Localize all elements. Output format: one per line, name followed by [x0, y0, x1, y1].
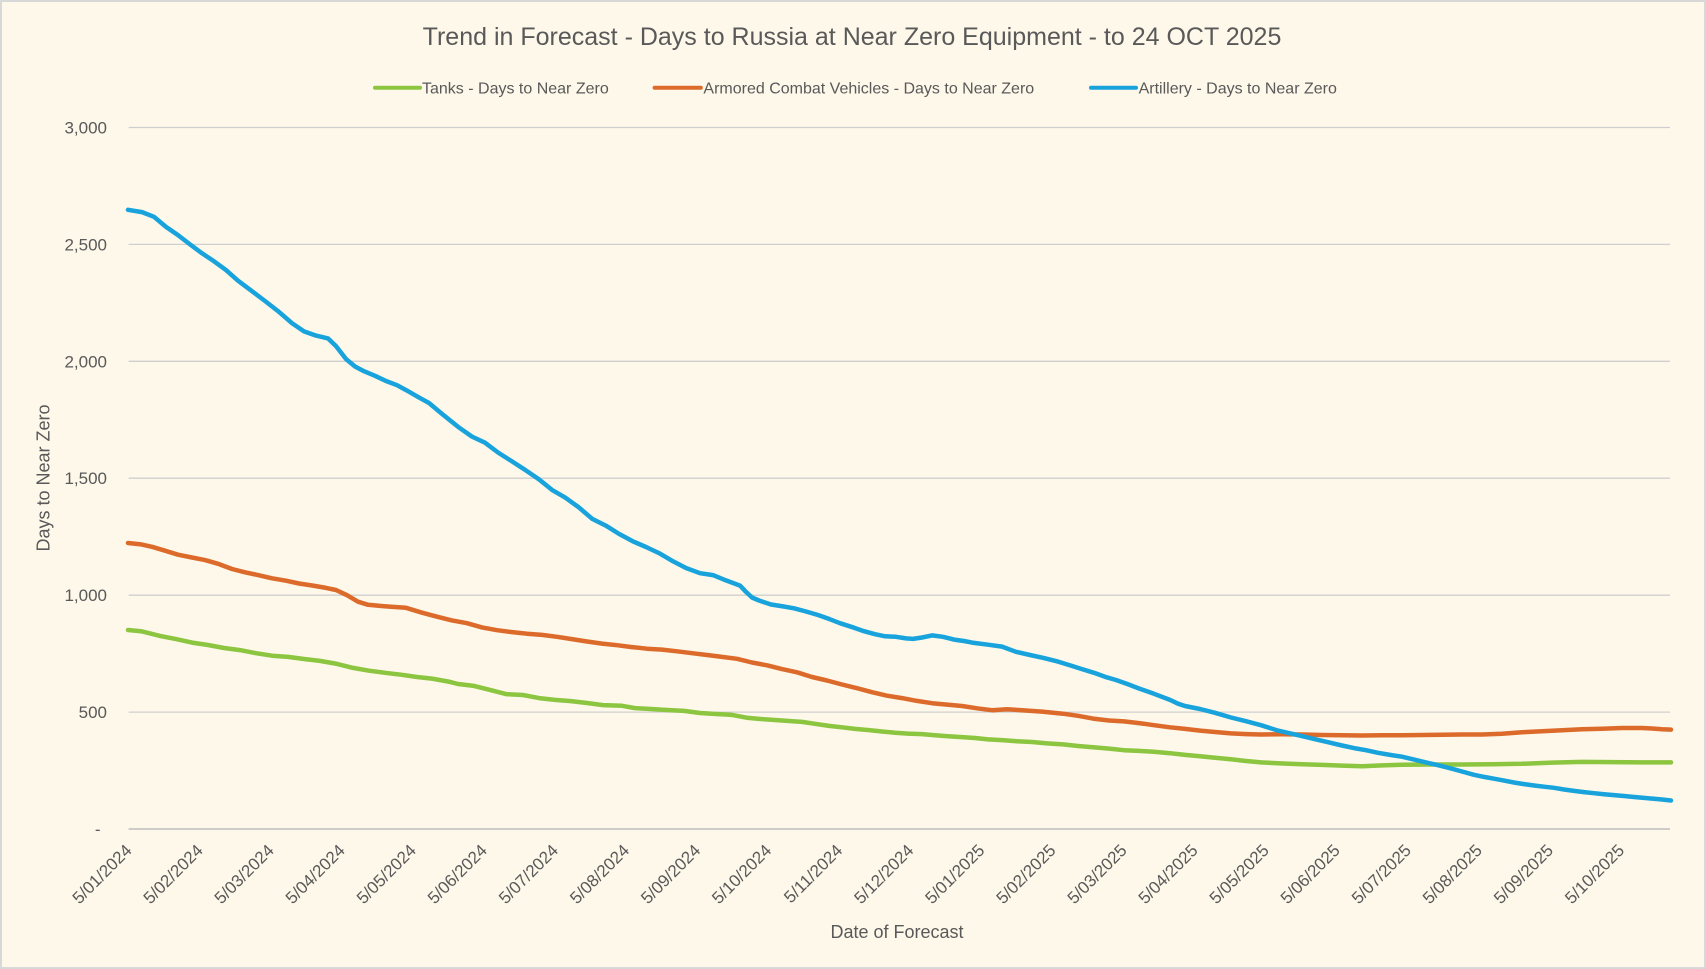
svg-text:5/07/2025: 5/07/2025 [1348, 841, 1415, 908]
svg-text:500: 500 [79, 703, 107, 722]
svg-text:1,000: 1,000 [64, 586, 107, 605]
svg-text:Artillery - Days to Near Zero: Artillery - Days to Near Zero [1139, 81, 1337, 98]
svg-text:5/06/2024: 5/06/2024 [424, 841, 491, 908]
svg-text:5/09/2025: 5/09/2025 [1490, 841, 1557, 908]
svg-text:Armored Combat Vehicles - Days: Armored Combat Vehicles - Days to Near Z… [703, 81, 1034, 98]
svg-text:5/05/2024: 5/05/2024 [353, 841, 420, 908]
svg-text:5/01/2025: 5/01/2025 [922, 841, 989, 908]
svg-text:5/08/2024: 5/08/2024 [566, 841, 633, 908]
svg-text:5/09/2024: 5/09/2024 [637, 841, 704, 908]
svg-text:3,000: 3,000 [64, 119, 107, 138]
svg-text:5/04/2025: 5/04/2025 [1135, 841, 1202, 908]
svg-text:5/04/2024: 5/04/2024 [282, 841, 349, 908]
svg-text:5/11/2024: 5/11/2024 [780, 841, 846, 907]
svg-text:5/06/2025: 5/06/2025 [1277, 841, 1344, 908]
svg-text:1,500: 1,500 [64, 469, 107, 488]
svg-text:5/08/2025: 5/08/2025 [1419, 841, 1486, 908]
svg-text:5/02/2025: 5/02/2025 [993, 841, 1060, 908]
svg-text:-: - [95, 820, 101, 839]
svg-text:5/10/2025: 5/10/2025 [1561, 841, 1628, 908]
svg-text:Trend in Forecast - Days to Ru: Trend in Forecast - Days to Russia at Ne… [423, 23, 1282, 51]
svg-text:Tanks - Days to Near Zero: Tanks - Days to Near Zero [422, 81, 609, 98]
svg-text:Days to Near Zero: Days to Near Zero [34, 404, 54, 551]
svg-text:5/12/2024: 5/12/2024 [851, 841, 918, 908]
svg-text:2,000: 2,000 [64, 352, 107, 371]
svg-text:Date of Forecast: Date of Forecast [830, 922, 963, 942]
svg-text:5/03/2024: 5/03/2024 [211, 841, 278, 908]
svg-text:5/03/2025: 5/03/2025 [1064, 841, 1131, 908]
svg-text:5/05/2025: 5/05/2025 [1206, 841, 1273, 908]
svg-text:5/10/2024: 5/10/2024 [708, 841, 775, 908]
svg-text:2,500: 2,500 [64, 235, 107, 254]
svg-text:5/02/2024: 5/02/2024 [140, 841, 207, 908]
svg-text:5/01/2024: 5/01/2024 [69, 841, 136, 908]
svg-text:5/07/2024: 5/07/2024 [495, 841, 562, 908]
